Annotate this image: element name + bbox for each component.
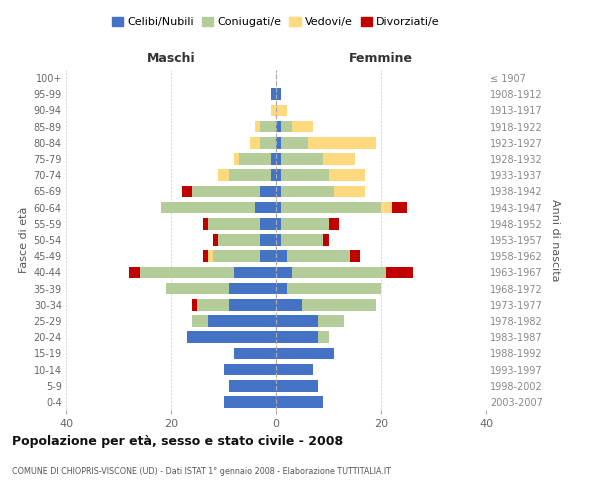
Bar (276, 250, 287, 262)
Bar (218, 170, 229, 181)
Bar (218, 234, 260, 246)
Bar (276, 186, 281, 198)
Bar (281, 234, 323, 246)
Bar (192, 186, 260, 198)
Bar (276, 299, 302, 310)
Bar (281, 218, 329, 230)
Bar (334, 186, 365, 198)
Bar (392, 202, 407, 213)
Bar (229, 282, 276, 294)
Bar (182, 186, 192, 198)
Bar (192, 299, 197, 310)
Bar (271, 170, 276, 181)
Bar (323, 153, 355, 165)
Bar (223, 364, 276, 376)
Bar (276, 121, 281, 132)
Bar (276, 315, 318, 327)
Bar (229, 380, 276, 392)
Bar (281, 137, 308, 148)
Legend: Celibi/Nubili, Coniugati/e, Vedovi/e, Divorziati/e: Celibi/Nubili, Coniugati/e, Vedovi/e, Di… (109, 14, 443, 30)
Bar (192, 315, 208, 327)
Bar (276, 380, 318, 392)
Bar (276, 153, 281, 165)
Bar (276, 218, 281, 230)
Bar (386, 266, 413, 278)
Bar (203, 250, 208, 262)
Bar (223, 396, 276, 407)
Y-axis label: Fasce di età: Fasce di età (19, 207, 29, 273)
Bar (260, 234, 276, 246)
Bar (129, 266, 139, 278)
Bar (239, 153, 271, 165)
Text: Popolazione per età, sesso e stato civile - 2008: Popolazione per età, sesso e stato civil… (12, 435, 343, 448)
Bar (276, 348, 334, 359)
Y-axis label: Anni di nascita: Anni di nascita (550, 198, 560, 281)
Bar (260, 121, 276, 132)
Bar (255, 121, 260, 132)
Bar (276, 202, 281, 213)
Bar (229, 170, 271, 181)
Bar (276, 234, 281, 246)
Bar (329, 170, 365, 181)
Bar (276, 282, 287, 294)
Bar (213, 250, 260, 262)
Bar (349, 250, 360, 262)
Bar (161, 202, 255, 213)
Bar (276, 88, 281, 100)
Bar (260, 137, 276, 148)
Bar (208, 218, 260, 230)
Bar (213, 234, 218, 246)
Bar (318, 332, 329, 343)
Bar (276, 137, 281, 148)
Bar (208, 250, 213, 262)
Bar (234, 153, 239, 165)
Bar (208, 315, 276, 327)
Bar (287, 282, 381, 294)
Bar (260, 218, 276, 230)
Bar (255, 202, 276, 213)
Bar (381, 202, 392, 213)
Bar (281, 153, 323, 165)
Bar (203, 218, 208, 230)
Bar (187, 332, 276, 343)
Bar (281, 121, 292, 132)
Text: Femmine: Femmine (349, 52, 413, 65)
Bar (276, 266, 292, 278)
Bar (292, 121, 313, 132)
Bar (166, 282, 229, 294)
Bar (281, 170, 329, 181)
Bar (234, 348, 276, 359)
Bar (197, 299, 229, 310)
Bar (250, 137, 260, 148)
Bar (276, 332, 318, 343)
Bar (229, 299, 276, 310)
Bar (271, 153, 276, 165)
Bar (287, 250, 349, 262)
Bar (281, 186, 334, 198)
Bar (260, 186, 276, 198)
Bar (234, 266, 276, 278)
Bar (271, 104, 276, 117)
Bar (260, 250, 276, 262)
Text: COMUNE DI CHIOPRIS-VISCONE (UD) - Dati ISTAT 1° gennaio 2008 - Elaborazione TUTT: COMUNE DI CHIOPRIS-VISCONE (UD) - Dati I… (12, 468, 391, 476)
Bar (318, 315, 344, 327)
Bar (292, 266, 386, 278)
Bar (276, 170, 281, 181)
Bar (271, 88, 276, 100)
Bar (139, 266, 234, 278)
Bar (308, 137, 376, 148)
Bar (329, 218, 339, 230)
Bar (281, 202, 381, 213)
Bar (276, 104, 287, 117)
Text: Maschi: Maschi (146, 52, 196, 65)
Bar (276, 364, 313, 376)
Bar (323, 234, 329, 246)
Bar (276, 396, 323, 407)
Bar (302, 299, 376, 310)
